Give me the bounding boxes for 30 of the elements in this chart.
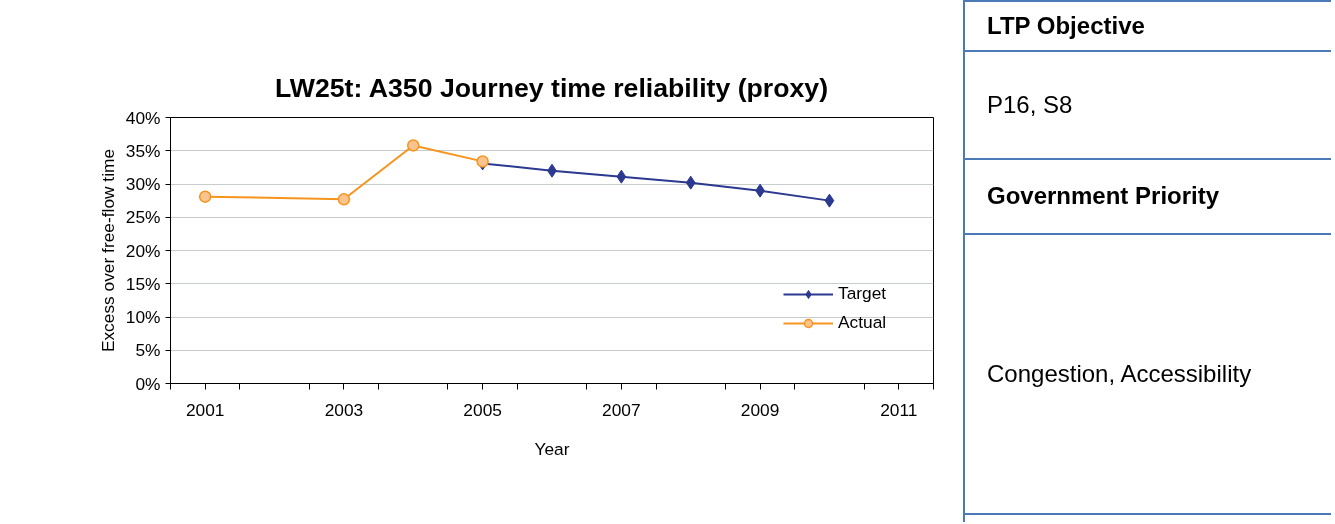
point <box>685 175 696 190</box>
text: Congestion, Accessibility <box>965 235 1331 515</box>
text: LTP Objective <box>965 2 1331 52</box>
point <box>616 169 627 184</box>
y-tick-label: 25% <box>125 207 161 228</box>
y-tick-label: 30% <box>125 174 161 194</box>
legend-label: Actual <box>838 312 887 333</box>
y-axis-title: Excess over free-flow time <box>97 148 118 353</box>
x-tick-label: 2007 <box>602 399 641 420</box>
y-tick-label: 15% <box>125 273 161 294</box>
x-tick-label: 2001 <box>185 399 225 420</box>
y-tick-label: 20% <box>125 240 161 261</box>
point <box>337 193 351 206</box>
y-tick-label: 40% <box>125 107 161 128</box>
y-tick-label: 10% <box>125 307 161 327</box>
text: Government Priority <box>965 160 1331 235</box>
y-tick-label: 35% <box>125 140 161 161</box>
x-tick-label: 2009 <box>740 399 780 420</box>
legend-label: Target <box>838 283 887 304</box>
chart-title: LW25t: A350 Journey time reliability (proxy) <box>274 72 829 103</box>
x-tick-label: 2011 <box>880 399 918 420</box>
x-axis-title: Year <box>534 438 570 459</box>
x-tick-label: 2005 <box>463 399 502 420</box>
text: P16, S8 <box>965 52 1331 160</box>
point <box>824 193 835 208</box>
y-tick-label: 0% <box>135 373 161 394</box>
point <box>198 190 212 203</box>
x-tick-label: 2003 <box>324 399 364 420</box>
y-tick-label: 5% <box>135 340 161 361</box>
point <box>407 139 420 152</box>
